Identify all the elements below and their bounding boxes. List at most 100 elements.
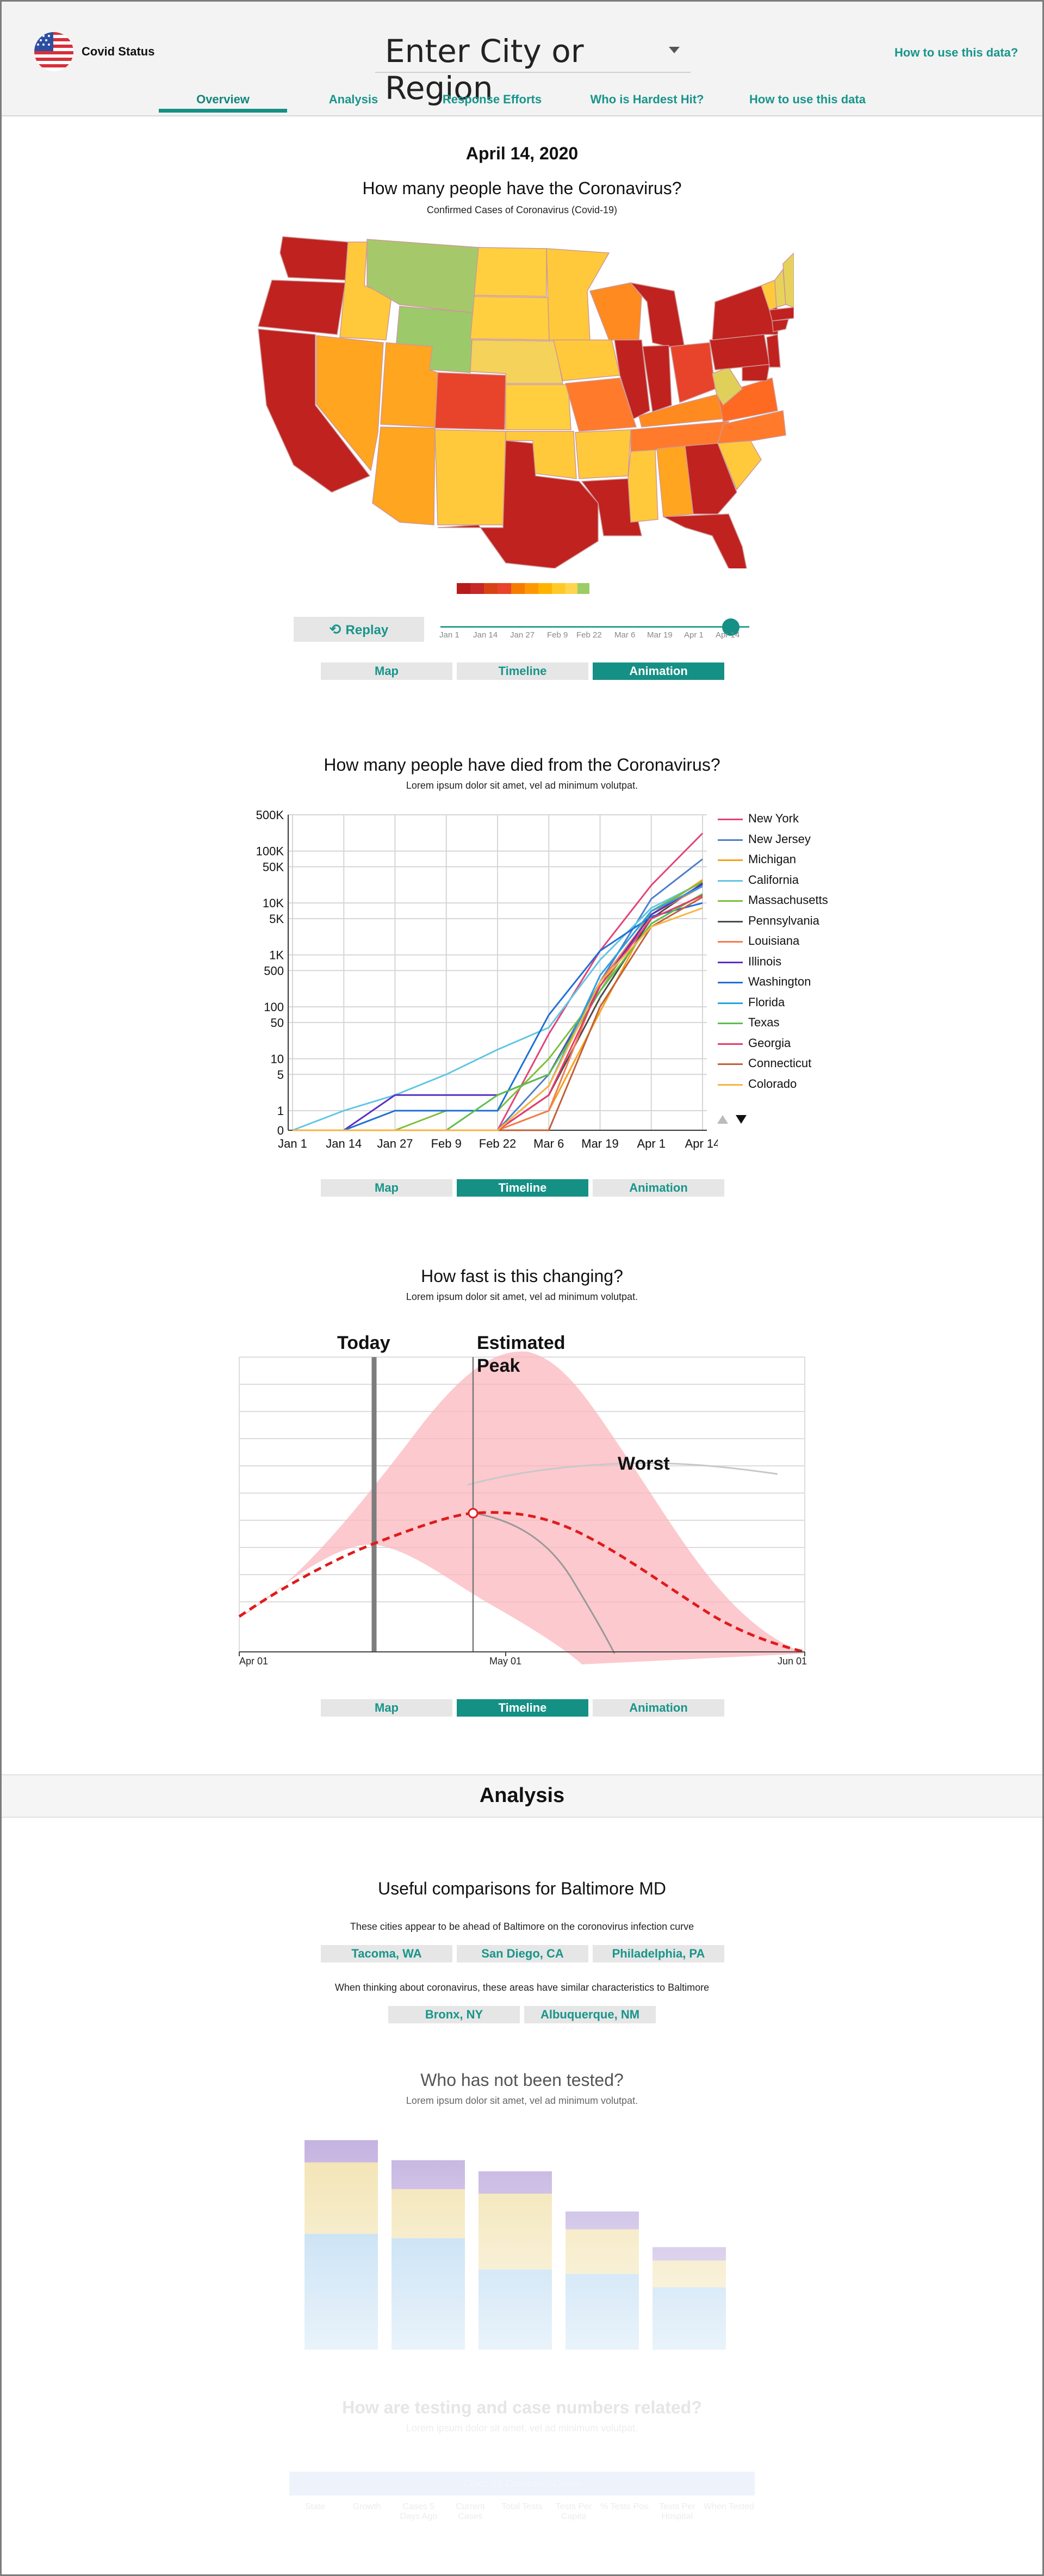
timeline-view-button[interactable]: Timeline: [457, 1699, 588, 1717]
legend-label: Washington: [748, 975, 811, 988]
legend-swatch: [718, 961, 743, 963]
timeline-slider[interactable]: [440, 626, 749, 628]
projection-band: [239, 1351, 805, 1664]
legend-swatch: [718, 1023, 743, 1024]
timeline-view-button[interactable]: Timeline: [457, 662, 588, 680]
map-view-button[interactable]: Map: [321, 1179, 452, 1197]
similar-city-chip[interactable]: Bronx, NY: [388, 2006, 520, 2023]
city-region-select[interactable]: Enter City or Region: [375, 28, 691, 107]
tab-overview[interactable]: Overview: [196, 92, 250, 106]
tab-response-efforts[interactable]: Response Efforts: [442, 92, 542, 106]
series-line-washington: [293, 902, 703, 1131]
map-view-button[interactable]: Map: [321, 1699, 452, 1717]
ahead-city-chip[interactable]: San Diego, CA: [457, 1945, 588, 1962]
replay-button[interactable]: ⟲ Replay: [294, 617, 424, 642]
ahead-city-chip[interactable]: Tacoma, WA: [321, 1945, 452, 1962]
state-minnesota: [546, 248, 610, 340]
animation-view-button[interactable]: Animation: [593, 1699, 724, 1717]
x-tick-label: Apr 1: [637, 1137, 666, 1150]
state-california: [258, 329, 371, 493]
animation-view-button[interactable]: Animation: [593, 662, 724, 680]
estimated-curve: [238, 1511, 805, 1654]
y-tick-label: 50K: [263, 860, 284, 874]
tab-analysis[interactable]: Analysis: [328, 92, 378, 106]
replay-label: Replay: [345, 623, 389, 637]
state-nevada: [316, 335, 384, 472]
ahead-city-chip[interactable]: Philadelphia, PA: [593, 1945, 724, 1962]
timeline-slider-thumb[interactable]: [722, 618, 739, 636]
state-illinois: [614, 339, 650, 420]
state-maine: [782, 252, 794, 308]
peak-label-line1: Estimated: [477, 1333, 566, 1353]
legend-swatch: [718, 1002, 743, 1004]
map-title: How many people have the Coronavirus?: [362, 178, 682, 198]
x-tick-apr01: Apr 01: [239, 1656, 268, 1667]
tab-how-to-use[interactable]: How to use this data: [749, 92, 866, 106]
legend-label: Massachusetts: [748, 893, 828, 907]
state-new-jersey: [766, 334, 781, 368]
y-tick-label: 500K: [256, 808, 284, 822]
x-tick-label: Mar 19: [581, 1137, 618, 1150]
related-table-column-header: When Tested: [703, 2502, 754, 2511]
state-florida: [663, 513, 747, 568]
deaths-title: How many people have died from the Coron…: [324, 755, 720, 775]
related-table-column-header: Cases 5 Days Ago: [400, 2502, 438, 2521]
app-header: Covid Status Enter City or Region How to…: [0, 0, 1044, 116]
change-subtitle: Lorem ipsum dolor sit amet, vel ad minim…: [406, 1291, 638, 1302]
state-ohio: [670, 342, 716, 404]
active-tab-indicator: [159, 109, 287, 113]
timeline-view-button[interactable]: Timeline: [457, 1179, 588, 1197]
legend-scroll-up-icon[interactable]: [717, 1114, 729, 1125]
similar-city-chip[interactable]: Albuquerque, NM: [524, 2006, 656, 2023]
related-table-header: Covid-19 Confirmed Cases: [289, 2472, 755, 2496]
legend-swatch: [718, 1043, 743, 1045]
legend-label: Illinois: [748, 954, 782, 968]
tab-hardest-hit[interactable]: Who is Hardest Hit?: [590, 92, 704, 106]
state-idaho: [339, 242, 392, 340]
x-tick-label: Jan 14: [326, 1137, 362, 1150]
y-tick-label: 50: [271, 1016, 284, 1030]
related-table-column-header: Current Cases: [456, 2502, 485, 2521]
today-label: Today: [337, 1333, 390, 1353]
state-north-carolina: [717, 410, 786, 444]
comparisons-title: Useful comparisons for Baltimore MD: [378, 1879, 666, 1898]
x-tick-label: Jan 1: [278, 1137, 307, 1150]
legend-label: New Jersey: [748, 832, 811, 846]
related-title: How are testing and case numbers related…: [342, 2398, 702, 2417]
legend-label: Pennsylvania: [748, 913, 819, 927]
x-tick-label: Jan 27: [377, 1137, 413, 1150]
animation-view-button[interactable]: Animation: [593, 1179, 724, 1197]
state-oregon: [258, 280, 346, 335]
legend-swatch: [718, 1083, 743, 1086]
map-color-legend: [457, 583, 589, 594]
brand-name: Covid Status: [82, 45, 155, 58]
x-tick-label: Feb 22: [479, 1137, 517, 1150]
legend-scroll-down-icon[interactable]: [735, 1114, 747, 1125]
legend-label: California: [748, 872, 799, 887]
related-table-column-header: Tests Per Hospital: [658, 2502, 695, 2521]
map-view-button[interactable]: Map: [321, 662, 452, 680]
legend-swatch: [718, 982, 743, 983]
current-date: April 14, 2020: [465, 144, 579, 163]
x-tick-label: Feb 9: [431, 1137, 462, 1150]
state-wisconsin: [589, 282, 642, 340]
state-washington: [279, 236, 349, 281]
y-tick-label: 10K: [263, 896, 284, 910]
chevron-down-icon[interactable]: [669, 47, 680, 53]
state-indiana: [642, 345, 672, 413]
legend-swatch: [718, 859, 743, 861]
change-projection-chart: Apr 01 May 01 Jun 01 Today Estimated Pea…: [238, 1333, 807, 1667]
slider-tick: Feb 22: [576, 630, 602, 640]
slider-tick: Jan 1: [439, 630, 459, 640]
state-connecticut: [772, 319, 790, 332]
series-line-colorado: [293, 907, 703, 1131]
us-cases-map[interactable]: [250, 231, 794, 568]
deaths-subtitle: Lorem ipsum dolor sit amet, vel ad minim…: [406, 780, 638, 791]
legend-swatch: [718, 819, 743, 820]
y-tick-label: 5K: [269, 912, 284, 926]
state-south-dakota: [470, 296, 550, 340]
y-tick-label: 100: [264, 1000, 284, 1014]
how-to-use-link[interactable]: How to use this data?: [894, 46, 1018, 59]
legend-label: Michigan: [748, 852, 797, 866]
